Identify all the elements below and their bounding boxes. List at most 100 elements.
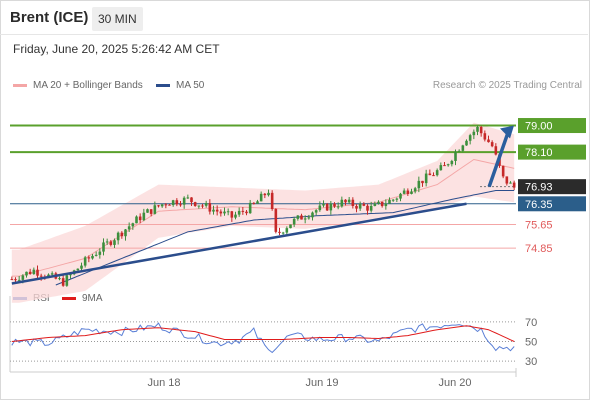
price-label-76.35: 76.35	[525, 199, 553, 211]
candle-body	[109, 241, 113, 245]
legend-rsi-ma: 9MA	[62, 293, 103, 304]
bollinger-band-area	[11, 122, 515, 303]
candle-body	[131, 223, 135, 227]
candle-body	[259, 193, 263, 202]
candle-body	[186, 197, 190, 199]
timeframe-button[interactable]: 30 MIN	[92, 7, 143, 31]
candle-body	[289, 224, 292, 229]
projection-arrow-shaft	[487, 131, 510, 188]
candle-body	[256, 201, 259, 204]
candle-body	[454, 151, 457, 161]
candle-body	[58, 278, 61, 280]
candle-body	[98, 251, 102, 255]
candle-body	[303, 218, 307, 220]
candle-body	[142, 212, 146, 221]
candle-body	[190, 197, 193, 203]
candle-body	[87, 257, 91, 259]
legend-rsi-ma-label: 9MA	[82, 293, 103, 304]
price-label-75.65: 75.65	[525, 219, 553, 231]
candle-body	[135, 216, 138, 224]
candle-body	[223, 211, 226, 214]
candle-body	[362, 203, 366, 206]
candle-body	[124, 229, 127, 237]
price-label-78.10: 78.10	[525, 147, 553, 159]
candle-body	[201, 205, 204, 207]
candle-body	[366, 205, 369, 211]
candle-body	[476, 126, 479, 132]
candle-body	[248, 202, 252, 214]
candle-body	[168, 204, 171, 206]
candle-body	[340, 199, 344, 207]
candle-body	[197, 205, 201, 207]
x-tick-label: Jun 18	[147, 377, 180, 389]
candle-body	[267, 192, 270, 196]
candle-body	[14, 279, 17, 281]
candle-body	[32, 269, 36, 275]
candle-body	[175, 200, 179, 205]
ma50-swatch	[156, 84, 170, 87]
candle-body	[457, 150, 461, 152]
candle-body	[208, 203, 212, 212]
candle-body	[490, 142, 494, 147]
candle-body	[28, 271, 32, 275]
ma50-line	[55, 190, 515, 286]
candle-body	[410, 191, 413, 194]
candle-body	[461, 145, 465, 151]
candle-body	[146, 209, 149, 213]
candle-body	[120, 232, 124, 237]
candle-body	[322, 203, 325, 206]
candle-body	[384, 203, 388, 207]
candle-body	[215, 209, 219, 212]
legend-bollinger: MA 20 + Bollinger Bands	[13, 80, 143, 91]
rsi-ma-swatch	[62, 297, 76, 300]
candle-body	[479, 126, 483, 134]
candle-body	[160, 204, 164, 207]
rsi-ma-line	[11, 325, 515, 342]
candle-body	[270, 192, 274, 210]
candle-body	[472, 131, 476, 136]
candle-body	[138, 216, 142, 221]
rsi-tick-70: 70	[525, 317, 537, 329]
candle-body	[300, 215, 303, 220]
candle-body	[83, 257, 87, 266]
candle-body	[278, 231, 281, 233]
candle-body	[501, 165, 505, 177]
price-label-79.00: 79.00	[525, 121, 553, 133]
candle-body	[450, 160, 454, 165]
price-label-bg-79.00	[518, 118, 586, 134]
candle-body	[296, 215, 300, 219]
candle-body	[164, 204, 168, 206]
candle-body	[252, 202, 256, 204]
projection-arrowhead	[500, 125, 514, 139]
price-label-76.93: 76.93	[525, 182, 553, 194]
candle-body	[314, 210, 318, 213]
candle-body	[325, 203, 329, 211]
candle-body	[468, 135, 472, 141]
candle-body	[39, 275, 43, 277]
candle-body	[329, 203, 333, 211]
candle-body	[391, 199, 395, 201]
chart-datetime: Friday, June 20, 2025 5:26:42 AM CET	[13, 42, 220, 56]
ma20-line	[11, 158, 515, 277]
candle-body	[336, 206, 340, 208]
instrument-title: Brent (ICE)	[10, 9, 89, 26]
price-label-bg-76.93	[518, 179, 586, 195]
price-label-bg-76.35	[518, 196, 586, 212]
candle-body	[380, 201, 384, 207]
price-label-bg-78.10	[518, 144, 586, 160]
candle-body	[399, 193, 402, 199]
candle-body	[406, 190, 410, 194]
candle-body	[153, 205, 157, 214]
candle-body	[285, 228, 289, 233]
candle-body	[487, 139, 490, 143]
candle-body	[395, 198, 399, 200]
candle-body	[318, 205, 322, 211]
candle-body	[226, 211, 230, 213]
candle-body	[36, 269, 39, 276]
candle-body	[17, 279, 21, 281]
candle-body	[355, 205, 358, 209]
candle-body	[413, 188, 417, 192]
candle-body	[241, 210, 245, 212]
candle-body	[80, 265, 83, 269]
candle-body	[446, 164, 450, 166]
